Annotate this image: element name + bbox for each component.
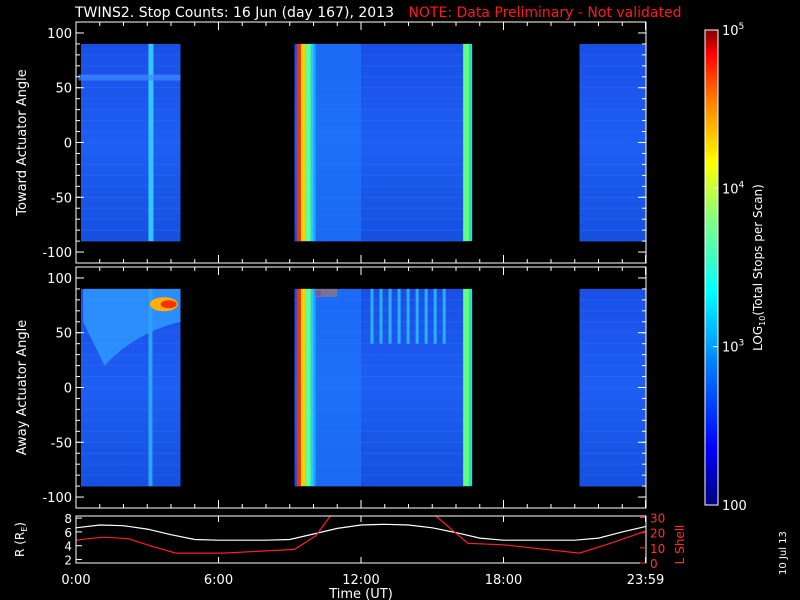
title-note: NOTE: Data Preliminary - Not validated [408,5,682,21]
ephem-right-label: L Shell [673,525,687,565]
green-band [463,288,470,487]
date-stamp: 10 Jul 13 [778,531,789,575]
colorbar-tick-label: 105 [722,22,744,39]
colorbar-tick-label: 103 [722,339,744,356]
angle-band [78,74,181,81]
ephem-right-tick-label: 0 [650,557,658,571]
periodic-stripe [379,288,383,344]
colorbar-label: LOG10(Total Stops per Scan) [751,184,767,351]
ephemeris-frame [75,515,647,564]
periodic-stripe [433,288,437,344]
y-tick-label: 50 [55,327,72,342]
periodic-stripe [388,288,392,344]
ephemeris-layer [76,516,646,554]
periodic-stripe [424,288,428,344]
series-lshell-line [76,516,646,554]
y-tick-label: -50 [51,436,72,451]
heatmap-layer [78,43,646,487]
ephem-right-tick-label: 30 [650,512,665,526]
ephem-right-tick-label: 20 [650,527,665,541]
periodic-stripe [406,288,410,344]
periodic-stripe [397,288,401,344]
y-tick-label: 0 [64,382,72,397]
y-tick-label: -100 [42,246,72,261]
green-band [463,43,470,242]
y-tick-label: -50 [51,191,72,206]
series-r-line [76,523,646,541]
x-tick-label: 6:00 [204,573,233,588]
colorbar-tick-label: 104 [722,180,745,197]
spike-green [305,43,311,242]
ephem-right-tick-label: 10 [650,542,665,556]
x-tick-label: 12:00 [342,573,379,588]
cyan-streak [148,43,154,242]
ephem-left-tick-label: 4 [64,540,72,554]
ephem-left-tick-label: 8 [64,512,72,526]
y-tick-label: -100 [42,491,72,506]
y-tick-label: 0 [64,137,72,152]
spike-red [296,288,301,487]
colorbar-gradient [704,29,719,506]
colorbar-tick-label: 100 [722,499,747,514]
x-axis-label: Time (UT) [328,587,393,600]
green-band-edge [469,43,473,242]
post-spike-region [313,43,361,242]
spike-cyan [310,43,316,242]
x-tick-label: 23:59 [627,573,664,588]
x-tick-label: 0:00 [61,573,90,588]
spike-cyan [310,288,316,487]
spike-green [305,288,311,487]
ephem-left-tick-label: 6 [64,526,72,540]
post-spike-region [313,288,361,487]
y-axis-label: Away Actuator Angle [15,320,30,455]
y-axis-label: Toward Actuator Angle [15,69,30,216]
spike-red [296,43,301,242]
spike-yellow [300,288,306,487]
x-tick-label: 18:00 [485,573,522,588]
ephem-left-tick-label: 2 [64,554,72,568]
y-tick-label: 100 [47,272,72,287]
hot-spot-inner [160,300,177,309]
periodic-stripe [415,288,419,344]
chart-title: TWINS2. Stop Counts: 16 Jun (day 167), 2… [75,5,681,21]
periodic-stripe [442,288,446,344]
ephem-left-label: R (RE) [13,522,29,557]
spike-yellow [300,43,306,242]
periodic-stripe [370,288,374,344]
colorbar: 100 103 104 105 LOG10(Total Stops per Scan) [704,22,767,514]
y-tick-label: 100 [47,27,72,42]
cyan-streak [148,288,153,487]
y-tick-label: 50 [55,82,72,97]
green-band-edge [469,288,473,487]
title-main: TWINS2. Stop Counts: 16 Jun (day 167), 2… [75,5,394,21]
